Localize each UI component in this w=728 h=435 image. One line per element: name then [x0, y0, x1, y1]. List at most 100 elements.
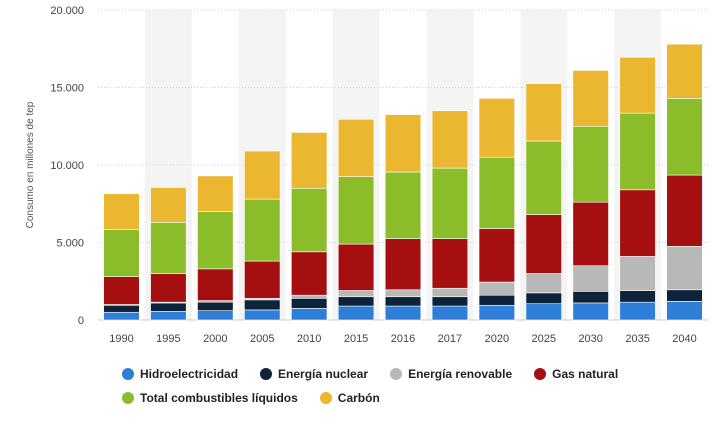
bar-segment: [103, 193, 140, 230]
x-axis-ticks: 1990 1995 2000 2005 2010 2015 2016 2017 2020 2025…: [109, 333, 697, 345]
x-tick-label: 2030: [578, 333, 602, 345]
legend-item[interactable]: Hidroelectricidad: [122, 366, 238, 382]
bar-segment: [525, 140, 562, 215]
bar-segment: [619, 256, 656, 291]
x-tick-label: 2015: [344, 333, 368, 345]
bar-segment: [337, 290, 375, 298]
bar-segment: [478, 294, 515, 306]
x-tick-label: 2010: [297, 333, 321, 345]
bar-segment: [103, 229, 140, 277]
legend-item[interactable]: Carbón: [319, 390, 380, 406]
bar-segment: [666, 43, 703, 99]
bar-segment: [431, 238, 469, 289]
x-tick-label: 2005: [250, 333, 274, 345]
legend-label: Total combustibles líquidos: [140, 391, 298, 405]
bar-segment: [103, 276, 140, 305]
legend-marker-icon: [122, 392, 134, 404]
bar-segment: [572, 291, 609, 304]
bar-segment: [572, 125, 609, 203]
bar-segment: [431, 305, 469, 321]
y-tick-label: 0: [78, 315, 84, 327]
stacked-bar-chart: 0 5.000 10.000 15.000 20.000 1990 1995 2000 200…: [25, 5, 708, 345]
x-tick-label: 2025: [532, 333, 556, 345]
legend-marker-icon: [122, 368, 134, 380]
bar-segment: [291, 308, 328, 321]
bar-segment: [384, 289, 422, 298]
bar-segment: [197, 175, 234, 212]
bar-segment: [525, 273, 562, 294]
bar-segment: [197, 310, 234, 321]
bar-segment: [572, 201, 609, 267]
legend-label: Hidroelectricidad: [140, 367, 239, 381]
bar-segment: [666, 289, 703, 302]
legend-label: Energía renovable: [408, 367, 513, 381]
legend-label: Carbón: [337, 391, 380, 405]
x-tick-label: 2016: [391, 333, 415, 345]
bar-segment: [666, 174, 703, 247]
bar-segment: [478, 281, 515, 296]
bar-segment: [525, 303, 562, 321]
bar-segment: [619, 56, 656, 114]
bar-segment: [431, 167, 469, 239]
legend-label: Gas natural: [552, 367, 619, 381]
bar-segment: [150, 311, 187, 321]
bar-segment: [619, 189, 656, 257]
bar-segment: [337, 243, 375, 291]
bar-segment: [478, 156, 515, 229]
bar-segment: [619, 301, 656, 321]
bar-segment: [525, 214, 562, 274]
bar-segment: [431, 287, 469, 298]
bar-segment: [337, 305, 375, 321]
bar-segment: [666, 98, 703, 176]
bar-segment: [572, 265, 609, 292]
legend-item[interactable]: Total combustibles líquidos: [122, 390, 298, 406]
legend-marker-icon: [260, 368, 273, 380]
x-tick-label: 2035: [625, 333, 649, 345]
bar-segment: [431, 296, 469, 307]
bar-segment: [431, 110, 469, 169]
x-tick-label: 2017: [438, 333, 462, 345]
bar-segment: [337, 296, 375, 307]
x-tick-label: 2040: [672, 333, 696, 345]
bar-segment: [337, 118, 375, 177]
legend: Hidroelectricidad Energía nuclear Energía …: [122, 366, 682, 406]
y-tick-label: 5.000: [56, 238, 84, 250]
bar-segment: [384, 305, 422, 321]
bar-segment: [197, 211, 234, 270]
y-axis-label: Consumo en millones de tep: [25, 101, 36, 228]
bar-segment: [666, 301, 703, 321]
bar-segment: [666, 246, 703, 291]
legend-label: Energía nuclear: [278, 367, 369, 381]
bar-segment: [103, 311, 140, 321]
bar-segment: [244, 299, 281, 311]
x-tick-label: 1990: [109, 333, 133, 345]
bar-segment: [384, 296, 422, 307]
bar-segment: [291, 297, 328, 309]
bar-segment: [244, 150, 281, 200]
y-tick-label: 20.000: [50, 5, 84, 17]
bar-segments: [103, 43, 703, 321]
bar-segment: [478, 98, 515, 158]
bar-segment: [244, 309, 281, 321]
legend-item[interactable]: Energía renovable: [390, 366, 512, 382]
bar-segment: [525, 83, 562, 142]
bar-segment: [572, 302, 609, 321]
legend-item[interactable]: Energía nuclear: [260, 366, 368, 382]
y-tick-label: 15.000: [50, 83, 84, 95]
bar-segment: [150, 302, 187, 312]
bar-segment: [150, 187, 187, 223]
legend-item[interactable]: Gas natural: [534, 366, 618, 382]
y-axis-ticks: 0 5.000 10.000 15.000 20.000: [50, 5, 84, 327]
x-tick-label: 1995: [156, 333, 180, 345]
bar-segment: [478, 228, 515, 283]
bar-segment: [478, 304, 515, 321]
bar-segment: [384, 171, 422, 239]
bar-segment: [291, 187, 328, 253]
x-tick-label: 2000: [203, 333, 227, 345]
bar-segment: [244, 198, 281, 262]
bar-segment: [337, 176, 375, 245]
bar-segment: [103, 304, 140, 313]
x-tick-label: 2020: [485, 333, 509, 345]
bar-segment: [619, 112, 656, 191]
bar-segment: [244, 260, 281, 299]
